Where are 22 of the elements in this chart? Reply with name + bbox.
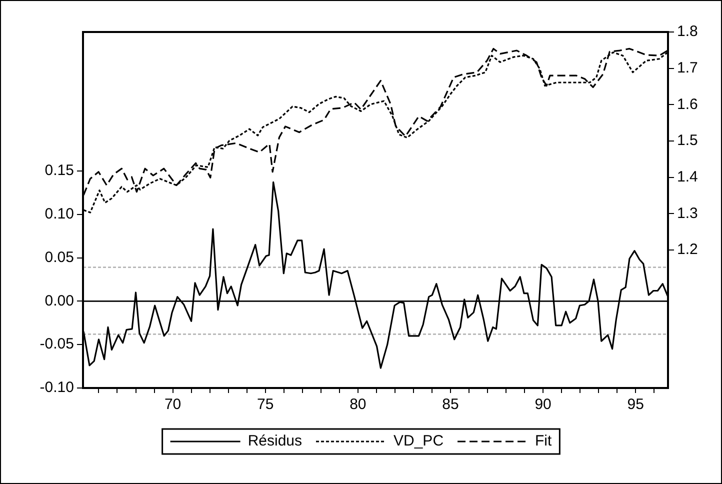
y-tick-label: -0.05 [40,336,74,353]
x-tick-label: 95 [627,396,644,414]
x-tick-label: 70 [164,396,182,414]
x-tick-label: 85 [442,396,459,414]
y-tick-label: 0.10 [44,205,74,222]
y2-tick-label: 1.5 [677,132,698,150]
y2-tick-label: 1.7 [677,59,698,76]
y-tick-label: 0.15 [44,162,74,180]
legend-label: Résidus [248,432,302,450]
y-tick-label: 0.05 [44,248,74,266]
y2-tick-label: 1.8 [677,23,698,40]
x-tick-label: 80 [350,396,366,414]
y-tick-label: -0.10 [40,379,74,396]
legend-label: Fit [535,432,553,450]
x-tick-label: 75 [257,396,274,414]
legend-label: VD_PC [394,432,444,450]
x-tick-label: 90 [534,396,552,414]
y2-tick-label: 1.6 [677,96,698,113]
y2-tick-label: 1.3 [677,204,698,222]
y-tick-label: 0.00 [44,292,74,310]
y2-tick-label: 1.2 [677,241,698,258]
y2-tick-label: 1.4 [677,168,698,186]
